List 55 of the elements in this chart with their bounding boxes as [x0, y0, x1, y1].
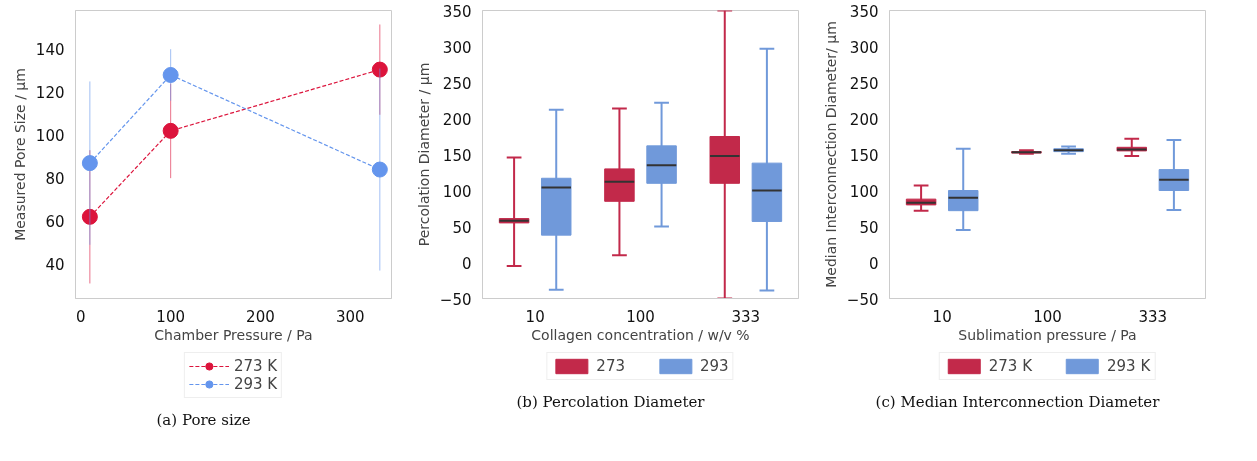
legend-label: 273 K: [988, 357, 1032, 375]
point: [81, 155, 98, 172]
text: (c) Median Interconnection Diameter: [875, 392, 1160, 413]
y-tick-label: 120: [35, 84, 65, 103]
y-tick-label: 0: [868, 254, 879, 273]
y-tick-label: 150: [849, 146, 879, 165]
y-tick-label: 100: [442, 182, 472, 201]
x-tick-label: 0: [76, 307, 86, 326]
y-axis-title: Measured Pore Size / µm: [11, 68, 28, 241]
x-tick-label: 333: [731, 307, 761, 326]
x-tick-label: 10: [932, 307, 952, 326]
y-tick-label: 300: [849, 38, 879, 57]
x-tick-label: 10: [525, 307, 545, 326]
y-tick-label: 250: [442, 74, 472, 93]
y-tick-label: 350: [849, 2, 879, 21]
y-tick-label: 150: [442, 146, 472, 165]
point: [162, 122, 179, 139]
y-tick-label: 60: [45, 213, 65, 232]
y-tick-label: 50: [859, 218, 879, 237]
legend-label: 273 K: [233, 357, 278, 375]
point: [371, 161, 388, 178]
x-axis-title: Sublimation pressure / Pa: [958, 326, 1137, 343]
y-axis-title: Percolation Diameter / µm: [415, 62, 432, 247]
y-tick-label: 80: [45, 170, 65, 189]
y-tick-label: 300: [442, 38, 472, 57]
text: (b) Percolation Diameter: [516, 392, 705, 413]
y-axis-title: Median Interconnection Diameter/ µm: [822, 21, 839, 288]
x-tick-label: 100: [626, 307, 655, 326]
y-tick-label: 40: [45, 256, 65, 275]
legend-label: 273: [596, 357, 625, 375]
y-tick-label: −50: [439, 290, 472, 309]
point: [162, 66, 179, 83]
y-tick-label: 140: [35, 41, 65, 60]
x-axis-title: Chamber Pressure / Pa: [154, 326, 313, 343]
x-tick-label: 300: [335, 307, 365, 326]
point: [371, 61, 388, 78]
y-tick-label: −50: [846, 290, 879, 309]
y-tick-label: 250: [849, 74, 879, 93]
y-tick-label: 100: [35, 127, 65, 146]
legend-label: 293 K: [233, 375, 278, 393]
x-tick-label: 333: [1138, 307, 1168, 326]
x-axis-title: Collagen concentration / w/v %: [531, 326, 750, 343]
x-tick-label: 100: [1033, 307, 1062, 326]
x-tick-label: 100: [156, 307, 185, 326]
y-tick-label: 0: [461, 254, 472, 273]
x-tick-label: 200: [246, 307, 275, 326]
legend-label: 293 K: [1107, 357, 1151, 375]
point: [81, 208, 98, 225]
legend-label: 293: [700, 357, 729, 375]
y-tick-label: 50: [452, 218, 472, 237]
text: (a) Pore size: [156, 410, 251, 431]
y-tick-label: 200: [849, 110, 879, 129]
y-tick-label: 350: [442, 2, 472, 21]
y-tick-label: 100: [849, 182, 879, 201]
y-tick-label: 200: [442, 110, 472, 129]
